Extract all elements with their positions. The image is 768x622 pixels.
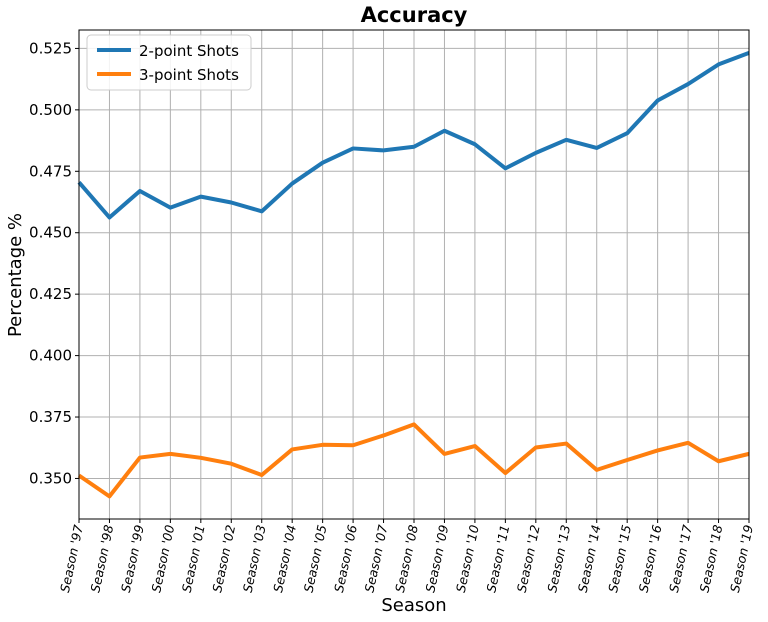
- x-tick-label: Season '07: [362, 523, 391, 593]
- x-tick-label: Season '11: [483, 524, 512, 594]
- x-tick-label: Season '09: [422, 523, 451, 593]
- x-tick-label: Season '10: [453, 523, 482, 593]
- x-tick-label: Season '16: [636, 523, 665, 593]
- y-tick-label: 0.375: [29, 408, 72, 426]
- y-tick-label: 0.450: [29, 224, 72, 242]
- x-tick-label: Season '13: [544, 523, 573, 593]
- x-tick-label: Season '02: [209, 523, 238, 593]
- series-lines: [77, 50, 750, 499]
- y-tick-label: 0.425: [29, 285, 72, 303]
- y-tick-label: 0.350: [29, 469, 72, 487]
- x-tick-label: Season '12: [514, 523, 543, 593]
- x-tick-label: Season '98: [87, 523, 116, 593]
- y-tick-label: 0.500: [29, 101, 72, 119]
- legend-label-2pt: 2-point Shots: [139, 42, 239, 60]
- legend: 2-point Shots 3-point Shots: [86, 34, 252, 91]
- x-tick-label: Season '15: [605, 523, 634, 593]
- y-axis-label: Percentage %: [5, 213, 26, 337]
- grid-lines: [78, 30, 750, 519]
- x-tick-label: Season '05: [301, 523, 330, 593]
- x-tick-label: Season '01: [179, 524, 208, 594]
- x-tick-label: Season '19: [727, 523, 756, 593]
- x-tick-label: Season '03: [240, 523, 269, 593]
- x-tick-label: Season '08: [392, 523, 421, 593]
- x-tick-label: Season '99: [118, 523, 147, 593]
- x-tick-label: Season '14: [575, 523, 604, 593]
- x-axis-ticks: Season '97 Season '98 Season '99 Season '00…: [57, 519, 756, 594]
- x-tick-label: Season '06: [331, 523, 360, 593]
- legend-label-3pt: 3-point Shots: [139, 66, 239, 84]
- y-axis-ticks: 0.350 0.375 0.400 0.425 0.450 0.475 0.500 0.525: [29, 39, 79, 487]
- x-tick-label: Season '97: [57, 523, 86, 593]
- x-tick-label: Season '17: [666, 523, 695, 593]
- x-tick-label: Season '04: [270, 523, 299, 593]
- y-tick-label: 0.475: [29, 162, 72, 180]
- chart-title: Accuracy: [361, 3, 468, 27]
- x-tick-label: Season '18: [697, 523, 726, 593]
- x-axis-label: Season: [381, 595, 446, 616]
- y-tick-label: 0.525: [29, 39, 72, 57]
- x-tick-label: Season '00: [148, 523, 177, 593]
- y-tick-label: 0.400: [29, 347, 72, 365]
